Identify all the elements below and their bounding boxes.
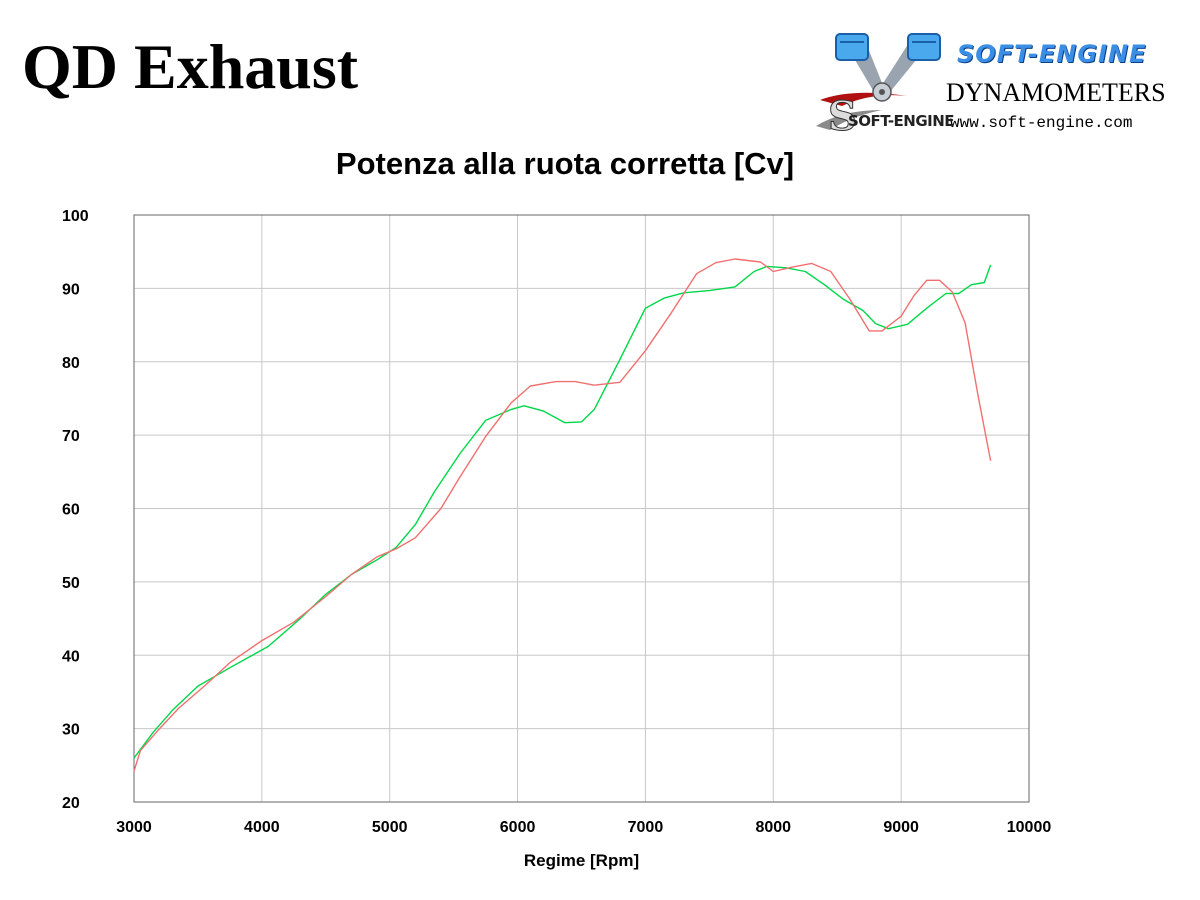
y-tick-label: 40 [62,648,80,665]
y-tick-label: 70 [62,428,80,445]
x-tick-label: 7000 [628,819,664,836]
y-tick-label: 30 [62,722,80,739]
x-tick-label: 9000 [883,819,919,836]
y-tick-label: 80 [62,355,80,372]
page-title: QD Exhaust [22,31,359,102]
y-tick-label: 50 [62,575,80,592]
svg-text:S: S [828,93,857,140]
x-tick-label: 10000 [1007,819,1052,836]
y-tick-label: 60 [62,502,80,519]
x-tick-label: 5000 [372,819,408,836]
x-axis-label: Regime [Rpm] [524,851,639,870]
series-line-1 [133,264,992,759]
engine-pistons-icon: S [816,33,941,140]
logo-wordmark: SOFT-ENGINE [848,112,955,130]
x-tick-label: 8000 [755,819,791,836]
y-tick-label: 90 [62,281,80,298]
x-axis-ticks: 3000 4000 5000 6000 7000 8000 9000 10000 [116,819,1051,836]
y-tick-label: 20 [62,795,80,812]
x-tick-label: 4000 [244,819,280,836]
y-tick-label: 100 [62,208,89,225]
chart-grid [133,214,1030,803]
y-axis-ticks: 20 30 40 50 60 70 80 90 100 [62,208,89,812]
x-tick-label: 3000 [116,819,152,836]
logo-brand-text: SOFT-ENGINE [957,40,1147,68]
chart-title: Potenza alla ruota corretta [Cv] [335,146,795,181]
series-line-2 [133,258,992,772]
logo-url: www.soft-engine.com [950,114,1133,132]
soft-engine-logo: S SOFT-ENGINE DYNAMOMETERS www.soft-engi… [812,30,1182,140]
chart-series [133,258,992,772]
plot-area-frame [133,214,1030,803]
logo-tagline: DYNAMOMETERS [946,78,1166,107]
x-tick-label: 6000 [500,819,536,836]
